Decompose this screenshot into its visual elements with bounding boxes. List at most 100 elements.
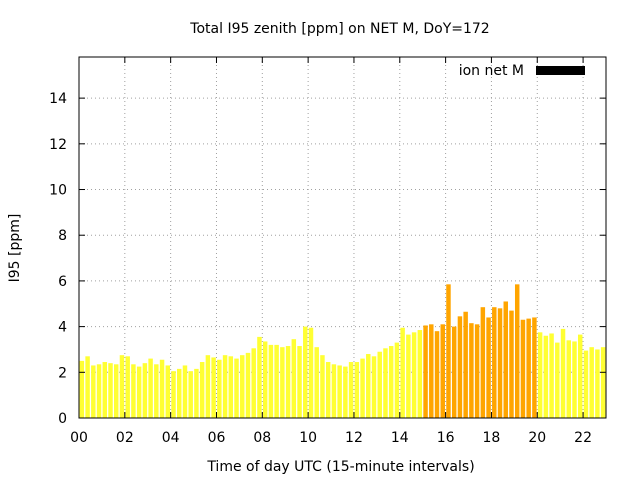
bar <box>383 348 388 418</box>
bar <box>509 310 514 418</box>
bar <box>96 364 102 418</box>
y-tick-label: 10 <box>49 183 67 199</box>
x-tick-label: 16 <box>437 430 455 446</box>
bar <box>377 351 382 418</box>
bar <box>406 334 411 418</box>
legend-label: ion net M <box>459 63 524 79</box>
bar <box>577 334 583 418</box>
bar <box>417 330 423 418</box>
bar <box>177 368 182 418</box>
bar <box>600 347 606 418</box>
bar <box>262 341 268 418</box>
x-tick-label: 12 <box>345 430 363 446</box>
bar <box>91 365 96 418</box>
bar <box>154 364 159 418</box>
y-tick-label: 14 <box>49 91 67 107</box>
bar <box>234 358 239 418</box>
bar <box>423 325 428 418</box>
bar <box>429 324 434 418</box>
bar <box>125 356 130 418</box>
plot-frame <box>78 56 607 419</box>
y-tick-label: 6 <box>58 274 67 290</box>
bar <box>280 347 285 418</box>
bar <box>165 365 171 418</box>
bar <box>136 366 142 418</box>
bar <box>549 333 554 418</box>
y-tick-label: 12 <box>49 137 67 153</box>
bar <box>113 364 119 418</box>
bar <box>514 284 520 418</box>
bar <box>228 356 234 418</box>
bar <box>291 339 297 418</box>
bar <box>131 364 136 418</box>
bar <box>102 362 108 418</box>
y-tick-label: 2 <box>58 365 67 381</box>
bar <box>337 365 342 418</box>
bar <box>411 332 417 418</box>
bar <box>486 317 491 418</box>
x-tick-label: 00 <box>70 430 88 446</box>
bar <box>245 352 251 418</box>
bar <box>543 335 549 418</box>
x-axis-label: Time of day UTC (15-minute intervals) <box>206 459 474 475</box>
grid-lines <box>79 57 606 418</box>
bar <box>251 348 256 418</box>
bar <box>303 326 308 418</box>
bar <box>171 371 176 418</box>
bar <box>348 362 354 418</box>
bar <box>560 328 566 418</box>
bar <box>325 362 331 418</box>
bar <box>274 344 279 418</box>
bar <box>566 340 572 418</box>
bar <box>434 331 440 418</box>
bar <box>119 355 125 418</box>
bar <box>360 358 365 418</box>
bar <box>440 324 445 418</box>
x-tick-label: 06 <box>208 430 226 446</box>
bar <box>205 355 211 418</box>
bar <box>526 318 531 418</box>
x-axis-ticks: 00 02 04 06 08 10 12 14 16 18 20 22 <box>70 57 592 446</box>
bar <box>331 364 337 418</box>
bar <box>537 332 543 418</box>
x-tick-label: 04 <box>162 430 180 446</box>
bar <box>457 316 463 418</box>
bar <box>451 326 457 418</box>
bar <box>188 371 193 418</box>
bar <box>148 358 153 418</box>
bar <box>354 362 360 418</box>
bar <box>589 347 594 418</box>
bar <box>257 336 262 418</box>
y-tick-label: 8 <box>58 228 67 244</box>
bar <box>469 323 474 418</box>
bar <box>463 311 468 418</box>
bar-series <box>79 284 606 418</box>
x-tick-label: 08 <box>253 430 271 446</box>
bar <box>199 362 205 418</box>
bar <box>320 355 325 418</box>
y-tick-label: 0 <box>58 411 67 427</box>
bar <box>142 363 148 418</box>
bar <box>400 327 405 418</box>
bar <box>79 360 85 418</box>
x-tick-label: 02 <box>116 430 134 446</box>
bar <box>108 363 113 418</box>
bar <box>388 346 394 418</box>
bar <box>492 307 497 418</box>
bar <box>503 301 508 418</box>
x-tick-label: 14 <box>391 430 409 446</box>
bar <box>474 324 480 418</box>
x-tick-label: 20 <box>528 430 546 446</box>
bar <box>343 366 348 418</box>
bar <box>314 347 319 418</box>
chart-title: Total I95 zenith [ppm] on NET M, DoY=172 <box>189 21 489 37</box>
bar <box>297 346 302 418</box>
x-tick-label: 22 <box>574 430 592 446</box>
bar <box>366 354 371 418</box>
bar <box>85 356 90 418</box>
bar <box>446 284 451 418</box>
bar <box>268 344 274 418</box>
y-tick-label: 4 <box>58 320 67 336</box>
bar <box>182 365 188 418</box>
